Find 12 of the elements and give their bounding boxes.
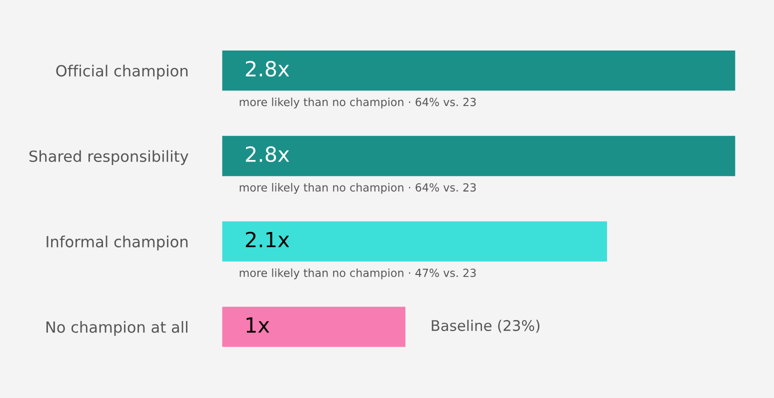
- data-label: 2.1x: [246, 232, 290, 248]
- y-tick-label: No champion at all: [46, 321, 188, 336]
- y-tick-label: Informal champion: [46, 236, 188, 250]
- data-label: 2.8x: [246, 60, 290, 77]
- annotation: more likely than no champion · 64% vs. 23: [240, 98, 476, 108]
- annotation: more likely than no champion · 64% vs. 23: [240, 183, 476, 194]
- annotation: Baseline (23%): [432, 320, 540, 333]
- y-tick-label: Shared responsibility: [29, 150, 188, 165]
- annotation: more likely than no champion · 47% vs. 23: [240, 268, 476, 280]
- data-label: 2.8x: [246, 146, 290, 162]
- data-label: 1x: [246, 317, 270, 333]
- y-tick-label: Official champion: [56, 64, 188, 80]
